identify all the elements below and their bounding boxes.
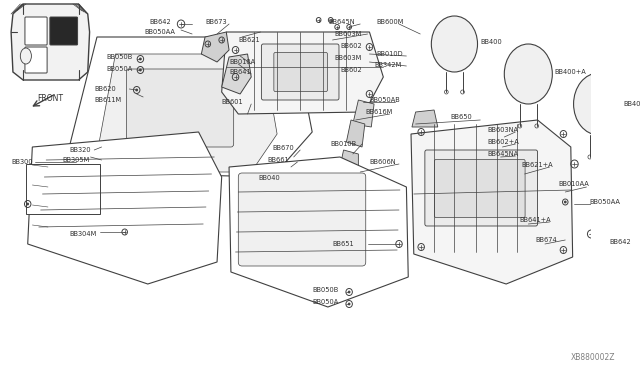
Text: BB645N: BB645N	[328, 19, 355, 25]
Text: BB050AA: BB050AA	[589, 199, 620, 205]
Text: BB010D: BB010D	[377, 51, 403, 57]
Text: BB600M: BB600M	[377, 19, 404, 25]
Polygon shape	[97, 54, 277, 172]
Ellipse shape	[504, 44, 552, 104]
Text: BB601: BB601	[221, 99, 243, 105]
Text: BB642: BB642	[150, 19, 172, 25]
FancyBboxPatch shape	[261, 44, 339, 100]
Circle shape	[564, 201, 566, 203]
Polygon shape	[411, 120, 573, 284]
Polygon shape	[28, 132, 221, 284]
Text: BB670: BB670	[273, 145, 294, 151]
Text: BB616M: BB616M	[365, 109, 393, 115]
Text: BB050AB: BB050AB	[369, 97, 400, 103]
Text: BB010A: BB010A	[229, 59, 255, 65]
Circle shape	[136, 89, 138, 91]
FancyBboxPatch shape	[26, 164, 100, 214]
Text: BB050A: BB050A	[312, 299, 339, 305]
Circle shape	[27, 203, 29, 205]
Text: BB621: BB621	[238, 37, 260, 43]
Text: BB673: BB673	[205, 19, 227, 25]
Polygon shape	[340, 150, 358, 174]
Text: BB400: BB400	[480, 39, 502, 45]
Text: BB300: BB300	[11, 159, 33, 165]
Polygon shape	[221, 32, 383, 114]
Text: BB400: BB400	[623, 101, 640, 107]
Text: BB674: BB674	[536, 237, 557, 243]
FancyBboxPatch shape	[127, 69, 234, 147]
Polygon shape	[229, 157, 408, 307]
Text: BB603M: BB603M	[334, 31, 362, 37]
Circle shape	[140, 69, 141, 71]
FancyBboxPatch shape	[238, 173, 365, 266]
Text: BB400+A: BB400+A	[554, 69, 586, 75]
Circle shape	[140, 58, 141, 60]
FancyBboxPatch shape	[25, 17, 47, 45]
FancyBboxPatch shape	[435, 160, 525, 218]
Text: BB040: BB040	[259, 175, 280, 181]
Ellipse shape	[20, 48, 31, 64]
FancyBboxPatch shape	[25, 47, 47, 73]
Text: BB010B: BB010B	[331, 141, 356, 147]
Polygon shape	[69, 37, 312, 177]
Text: BB050AA: BB050AA	[144, 29, 175, 35]
Text: BB603M: BB603M	[334, 55, 362, 61]
Text: BB602: BB602	[340, 67, 362, 73]
Text: BB050B: BB050B	[312, 287, 339, 293]
Polygon shape	[412, 110, 438, 127]
Circle shape	[348, 291, 350, 293]
Text: BB641+A: BB641+A	[519, 217, 550, 223]
Text: BB010AA: BB010AA	[559, 181, 589, 187]
Text: FRONT: FRONT	[37, 93, 63, 103]
Polygon shape	[202, 32, 229, 62]
Text: BB602+A: BB602+A	[488, 139, 520, 145]
Text: BB304M: BB304M	[69, 231, 97, 237]
Text: BB050A: BB050A	[106, 66, 132, 72]
Polygon shape	[11, 4, 90, 80]
Text: BB651: BB651	[333, 241, 354, 247]
Text: BB342M: BB342M	[374, 62, 401, 68]
Ellipse shape	[573, 73, 623, 135]
Text: BB602: BB602	[340, 43, 362, 49]
Text: BB620: BB620	[94, 86, 116, 92]
Text: BB320: BB320	[69, 147, 91, 153]
Text: BB642: BB642	[609, 239, 631, 245]
Text: BB606N: BB606N	[369, 159, 396, 165]
Polygon shape	[353, 100, 374, 127]
FancyBboxPatch shape	[425, 150, 538, 226]
Text: XB880002Z: XB880002Z	[571, 353, 615, 362]
Text: BB305M: BB305M	[63, 157, 90, 163]
Text: BB641: BB641	[229, 69, 251, 75]
FancyBboxPatch shape	[274, 52, 328, 92]
Text: BB650: BB650	[451, 114, 472, 120]
Circle shape	[348, 303, 350, 305]
Text: BB645NA: BB645NA	[488, 151, 519, 157]
Polygon shape	[346, 120, 365, 147]
Text: BB050B: BB050B	[106, 54, 132, 60]
Polygon shape	[221, 54, 252, 94]
Text: BB603NA: BB603NA	[488, 127, 518, 133]
Text: BB621+A: BB621+A	[522, 162, 554, 168]
FancyBboxPatch shape	[50, 17, 77, 45]
Text: BB611M: BB611M	[94, 97, 122, 103]
Ellipse shape	[431, 16, 477, 72]
Text: BB661: BB661	[268, 157, 289, 163]
